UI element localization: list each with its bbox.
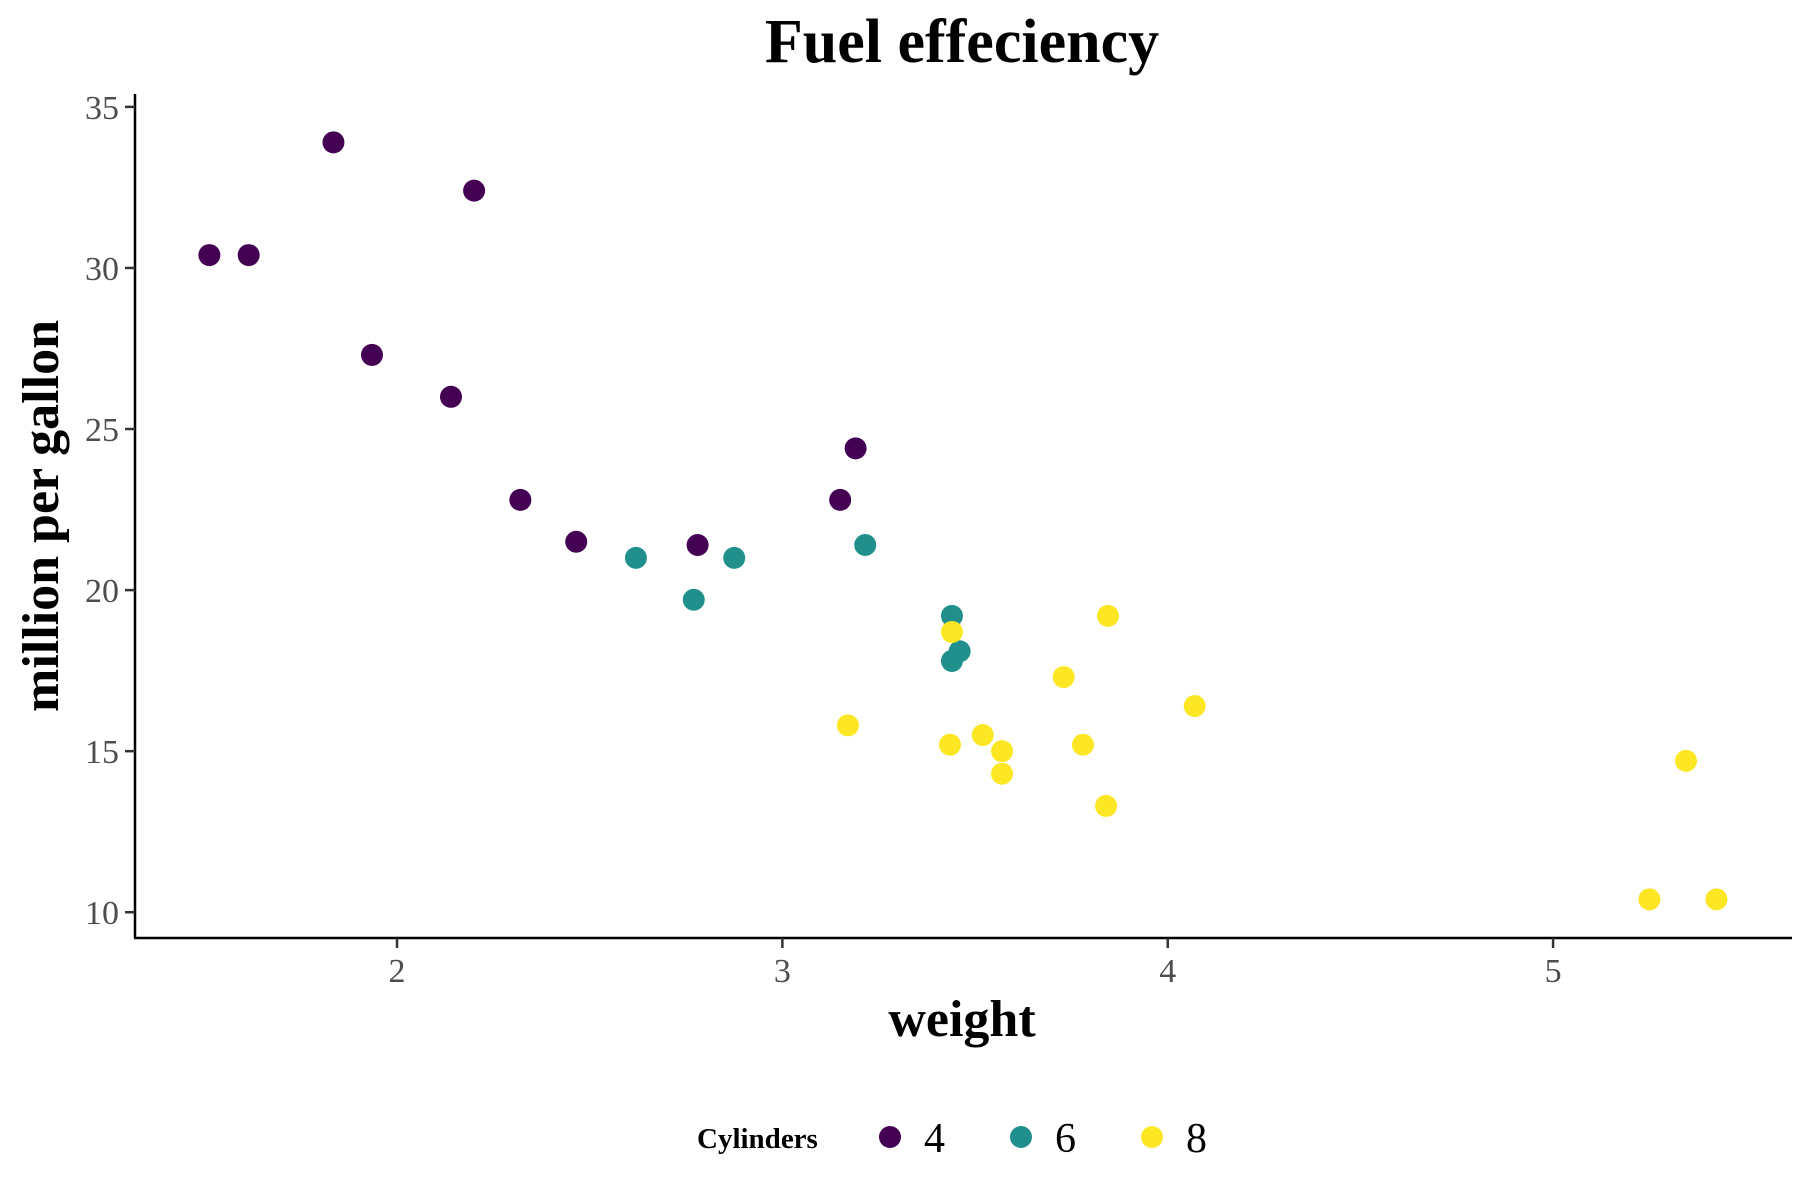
data-point xyxy=(1097,604,1120,627)
legend: Cylinders 4 6 8 xyxy=(697,1116,1207,1162)
data-point xyxy=(940,604,963,627)
data-points xyxy=(198,131,1728,911)
legend-key-4 xyxy=(879,1126,901,1148)
data-point xyxy=(439,385,462,408)
x-axis-ticks: 2 3 4 5 xyxy=(389,938,1562,990)
legend-key-6 xyxy=(1010,1126,1032,1148)
data-point xyxy=(686,533,709,556)
y-tick-label: 25 xyxy=(85,412,119,449)
y-tick-label: 15 xyxy=(85,734,119,771)
data-point xyxy=(940,649,963,672)
data-point xyxy=(1705,888,1728,911)
series-cyl-8 xyxy=(836,604,1728,911)
data-point xyxy=(360,343,383,366)
data-point xyxy=(940,620,963,643)
y-tick-label: 35 xyxy=(85,90,119,127)
data-point xyxy=(854,533,877,556)
data-point xyxy=(1052,666,1075,689)
x-tick-label: 3 xyxy=(774,953,791,990)
legend-label-6: 6 xyxy=(1055,1116,1076,1162)
data-point xyxy=(1675,749,1698,772)
legend-key-8 xyxy=(1141,1126,1163,1148)
data-point xyxy=(829,488,852,511)
y-tick-label: 10 xyxy=(85,895,119,932)
chart-title: Fuel effeciency xyxy=(765,8,1159,76)
series-cyl-4 xyxy=(198,131,867,556)
y-tick-label: 30 xyxy=(85,251,119,288)
y-axis-ticks: 10 15 20 25 30 35 xyxy=(85,90,135,932)
data-point xyxy=(463,179,486,202)
data-point xyxy=(509,488,532,511)
legend-entries: 4 6 8 xyxy=(879,1116,1207,1162)
data-point xyxy=(237,244,260,267)
data-point xyxy=(682,588,705,611)
x-axis-title: weight xyxy=(888,991,1036,1048)
data-point xyxy=(723,546,746,569)
data-point xyxy=(565,530,588,553)
data-point xyxy=(991,740,1014,763)
data-point xyxy=(844,437,867,460)
data-point xyxy=(1183,695,1206,718)
y-tick-label: 20 xyxy=(85,573,119,610)
data-point xyxy=(939,733,962,756)
legend-title: Cylinders xyxy=(697,1123,818,1155)
legend-label-8: 8 xyxy=(1186,1116,1207,1162)
data-point xyxy=(1095,794,1118,817)
x-tick-label: 4 xyxy=(1159,953,1176,990)
legend-label-4: 4 xyxy=(924,1116,945,1162)
data-point xyxy=(198,244,221,267)
data-point xyxy=(322,131,345,154)
y-axis-title: million per gallon xyxy=(13,320,70,712)
x-tick-label: 5 xyxy=(1545,953,1562,990)
data-point xyxy=(991,762,1014,785)
plot-area: 2 3 4 5 10 15 20 25 30 35 xyxy=(85,90,1792,990)
data-point xyxy=(971,724,994,747)
data-point xyxy=(1638,888,1661,911)
x-tick-label: 2 xyxy=(389,953,406,990)
data-point xyxy=(1071,733,1094,756)
data-point xyxy=(836,714,859,737)
data-point xyxy=(624,546,647,569)
series-cyl-6 xyxy=(624,533,971,672)
